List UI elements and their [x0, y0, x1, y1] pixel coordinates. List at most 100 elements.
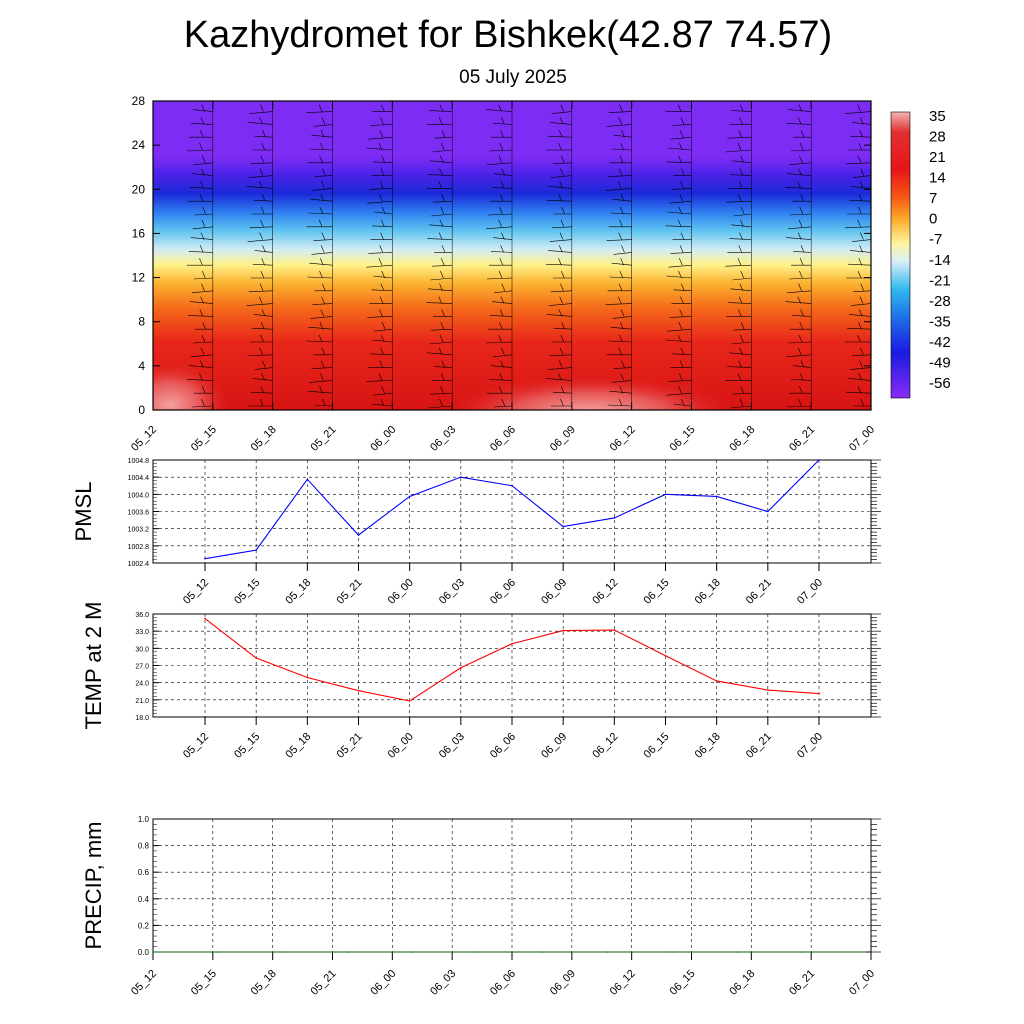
- x-tick-label: 06_03: [428, 424, 458, 454]
- wind-barb-flag: [738, 245, 743, 253]
- wind-barb-flag: [440, 386, 444, 394]
- wind-barb-flag: [677, 219, 682, 227]
- wind-barb: [374, 211, 393, 215]
- wind-barb-flag: [140, 207, 143, 214]
- wind-barb: [190, 123, 213, 125]
- wind-barb-flag: [738, 296, 743, 304]
- y-tick-label: 1002.8: [128, 544, 150, 551]
- wind-barb: [191, 173, 213, 176]
- wind-barb: [367, 316, 393, 318]
- x-tick-label: 06_03: [437, 577, 467, 607]
- data-point: [255, 657, 257, 659]
- wind-barb-flag: [858, 142, 863, 151]
- wind-barb: [547, 250, 572, 253]
- wind-barb: [431, 213, 453, 217]
- wind-barb-flag: [620, 194, 625, 202]
- wind-barb: [373, 275, 393, 279]
- wind-barb: [307, 390, 333, 394]
- wind-barb-flag: [679, 309, 683, 317]
- wind-barb-flag: [800, 130, 805, 138]
- wind-barb: [547, 367, 572, 370]
- wind-barb-flag: [440, 142, 445, 151]
- wind-barb-flag: [262, 245, 266, 253]
- wind-barb: [606, 124, 632, 127]
- wind-barb: [485, 109, 513, 112]
- wind-barb-flag: [618, 283, 623, 291]
- wind-barb-flag: [560, 398, 564, 407]
- wind-barb: [731, 110, 752, 112]
- wind-barb: [733, 328, 752, 331]
- wind-barb: [314, 404, 333, 407]
- data-point: [866, 951, 868, 953]
- wind-barb-flag: [381, 322, 386, 330]
- wind-barb-flag: [500, 360, 504, 368]
- colorbar-label: -7: [929, 231, 942, 248]
- wind-barb-flag: [800, 309, 804, 317]
- wind-barb: [370, 353, 393, 356]
- wind-barb: [732, 392, 752, 395]
- wind-barb: [850, 186, 871, 189]
- x-tick-label: 05_12: [129, 424, 159, 454]
- data-point: [460, 666, 462, 669]
- wind-barb-flag: [857, 155, 862, 163]
- wind-barb-flag: [499, 309, 504, 317]
- y-tick-label: 0.2: [138, 921, 150, 930]
- wind-barb: [733, 213, 752, 217]
- wind-barb-flag: [140, 335, 143, 342]
- wind-barb-flag: [439, 219, 444, 227]
- wind-barb-flag: [740, 322, 745, 330]
- wind-barb-flag: [559, 117, 564, 125]
- wind-barb: [254, 250, 273, 253]
- wind-barb: [308, 212, 333, 215]
- wind-barb-flag: [619, 206, 624, 215]
- wind-barb-flag: [322, 168, 326, 176]
- precip-panel: 0.0 0.2 0.4 0.6 0.8 1.0 05_12 05_15 05_18 05_21 06…: [81, 815, 881, 998]
- wind-barb: [726, 200, 752, 203]
- wind-barb-flag: [438, 296, 443, 304]
- wind-barb-flag: [500, 296, 505, 304]
- x-tick-label: 06_09: [548, 424, 578, 454]
- wind-barb: [667, 211, 692, 215]
- wind-barb: [786, 123, 812, 125]
- x-tick-label: 06_18: [693, 577, 723, 607]
- wind-barb: [251, 327, 273, 330]
- wind-barb-flag: [440, 155, 444, 163]
- wind-barb: [671, 188, 692, 190]
- wind-barb: [607, 404, 632, 407]
- wind-barb-flag: [201, 334, 206, 343]
- wind-barb-flag: [619, 334, 623, 343]
- wind-barb-flag: [679, 373, 683, 381]
- wind-barb: [730, 174, 752, 176]
- wind-barb-flag: [681, 283, 685, 291]
- wind-barb-flag: [260, 219, 264, 227]
- wind-barb-flag: [558, 245, 563, 253]
- wind-barb-flag: [558, 258, 562, 266]
- wind-barb-flag: [498, 270, 503, 279]
- y-tick-label: 24.0: [135, 681, 149, 688]
- wind-barb: [725, 264, 752, 267]
- wind-barb-flag: [260, 270, 265, 279]
- wind-barb-flag: [259, 283, 264, 291]
- wind-barb: [489, 315, 513, 317]
- wind-barb: [731, 224, 752, 228]
- data-point: [613, 517, 616, 519]
- wind-barb: [790, 213, 812, 216]
- wind-barb-flag: [737, 142, 742, 151]
- wind-barb-flag: [679, 194, 683, 202]
- wind-barb: [433, 200, 453, 203]
- y-tick-label: 1002.4: [128, 561, 150, 568]
- wind-barb: [426, 302, 453, 304]
- wind-barb: [429, 110, 453, 112]
- wind-barb-flag: [800, 245, 805, 253]
- wind-barb-flag: [740, 219, 744, 227]
- wind-barb: [428, 405, 453, 409]
- wind-barb-flag: [260, 386, 265, 394]
- wind-barb-flag: [499, 194, 504, 202]
- wind-barb-flag: [619, 322, 624, 330]
- y-axis-title: PRECIP, mm: [81, 822, 106, 950]
- wind-barb-flag: [501, 232, 505, 240]
- wind-barb-flag: [501, 117, 505, 125]
- x-tick-label: 06_06: [488, 968, 518, 998]
- wind-barb-flag: [799, 258, 804, 266]
- wind-barb-flag: [261, 258, 265, 266]
